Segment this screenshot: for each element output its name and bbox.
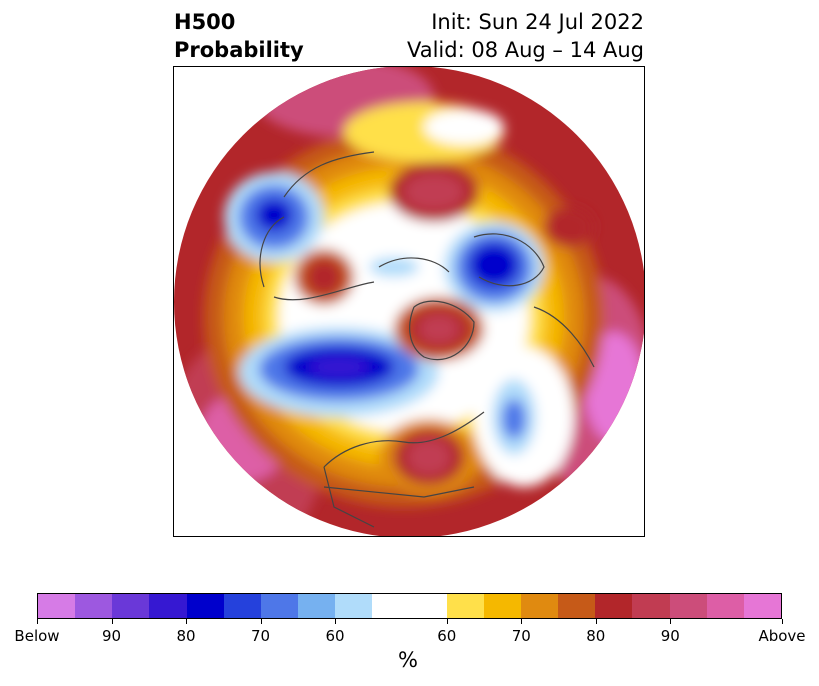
chart-title: H500 Probability: [174, 8, 304, 64]
colorbar-tick-label: 60: [437, 627, 457, 645]
coastlines: [259, 151, 595, 528]
colorbar-tick-mark: [782, 619, 783, 624]
colorbar-segment: [632, 594, 670, 618]
colorbar-segment: [75, 594, 113, 618]
title-line-2: Probability: [174, 38, 304, 62]
colorbar-segment: [335, 594, 373, 618]
colorbar-segment: [743, 594, 782, 618]
probability-map-svg: [174, 67, 644, 536]
colorbar-tick-mark: [446, 619, 448, 624]
colorbar-tick-mark: [670, 619, 672, 624]
colorbar-segment: [483, 594, 522, 618]
colorbar-tick-mark: [335, 619, 336, 624]
colorbar-segment: [706, 594, 744, 618]
colorbar-tick-label: Above: [758, 627, 806, 645]
title-line-1: H500: [174, 10, 236, 34]
colorbar-segment: [446, 594, 484, 618]
colorbar-segment: [669, 594, 707, 618]
colorbar-segment: [223, 594, 261, 618]
colorbar-segment: [372, 594, 447, 618]
colorbar: [37, 593, 782, 619]
colorbar-segment: [112, 594, 150, 618]
colorbar-segment: [149, 594, 187, 618]
colorbar-segment: [186, 594, 224, 618]
colorbar-tick-label: Below: [14, 627, 60, 645]
colorbar-segment: [521, 594, 559, 618]
colorbar-tick-label: 70: [511, 627, 531, 645]
forecast-dates: Init: Sun 24 Jul 2022 Valid: 08 Aug – 14…: [407, 8, 644, 64]
colorbar-tick-mark: [595, 619, 597, 624]
colorbar-tick-label: 90: [101, 627, 122, 645]
colorbar-tick-label: 60: [325, 627, 345, 645]
colorbar-tick-mark: [37, 619, 38, 624]
init-date: Init: Sun 24 Jul 2022: [431, 10, 644, 34]
colorbar-tick-mark: [186, 619, 187, 624]
colorbar-segment: [260, 594, 299, 618]
colorbar-tick-mark: [111, 619, 113, 624]
colorbar-tick-mark: [521, 619, 523, 624]
colorbar-segment: [38, 594, 76, 618]
colorbar-segment: [298, 594, 336, 618]
colorbar-segment: [595, 594, 633, 618]
colorbar-tick-label: 90: [660, 627, 680, 645]
colorbar-tick-mark: [260, 619, 262, 624]
colorbar-tick-label: 70: [250, 627, 271, 645]
colorbar-tick-label: 80: [176, 627, 196, 645]
colorbar-tick-label: 80: [586, 627, 606, 645]
polar-map: [173, 66, 645, 537]
valid-range: Valid: 08 Aug – 14 Aug: [406, 38, 644, 62]
colorbar-segment: [558, 594, 596, 618]
colorbar-unit-label: %: [398, 648, 418, 672]
